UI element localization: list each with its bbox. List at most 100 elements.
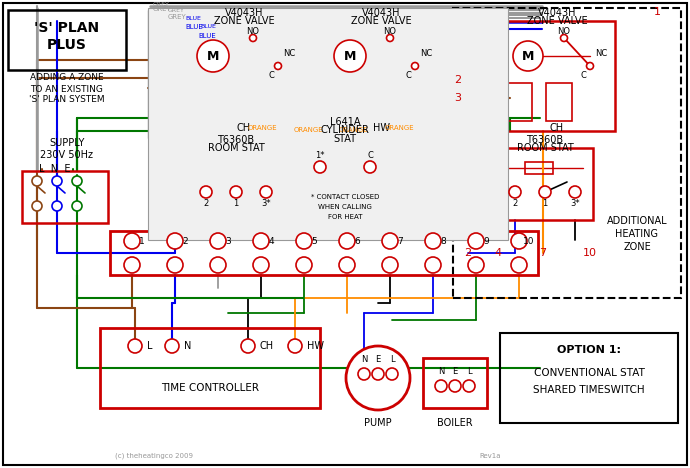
Bar	[497, 148, 593, 220]
Circle shape	[210, 257, 226, 273]
Text: ORANGE: ORANGE	[385, 125, 415, 131]
Text: M: M	[207, 50, 219, 63]
Text: ZONE VALVE: ZONE VALVE	[526, 16, 587, 26]
Bar	[183, 21, 305, 131]
Text: L: L	[390, 356, 394, 365]
Text: NO: NO	[558, 27, 571, 36]
Circle shape	[52, 201, 62, 211]
Text: CH: CH	[260, 341, 274, 351]
Text: L: L	[466, 367, 471, 376]
Text: 1*: 1*	[315, 151, 325, 160]
Circle shape	[449, 380, 461, 392]
Text: 10: 10	[523, 236, 535, 246]
Text: 3*: 3*	[262, 199, 270, 209]
Text: Rev1a: Rev1a	[480, 453, 501, 459]
Text: ADDING A ZONE: ADDING A ZONE	[30, 73, 104, 82]
Text: OPTION 1:: OPTION 1:	[557, 345, 621, 355]
Text: PLUS: PLUS	[47, 38, 87, 52]
Text: E: E	[375, 356, 381, 365]
Circle shape	[314, 161, 326, 173]
Circle shape	[200, 186, 212, 198]
Text: HEATING: HEATING	[615, 229, 658, 239]
Text: NC: NC	[420, 49, 432, 58]
Text: L: L	[147, 341, 152, 351]
Text: ADDITIONAL: ADDITIONAL	[607, 216, 667, 226]
Text: N: N	[184, 341, 191, 351]
Bar	[100, 328, 320, 408]
Text: NC: NC	[283, 49, 295, 58]
Text: 5: 5	[311, 236, 317, 246]
Bar	[148, 8, 508, 240]
Circle shape	[468, 257, 484, 273]
Circle shape	[511, 233, 527, 249]
Text: T6360B: T6360B	[526, 135, 564, 145]
Text: C: C	[268, 72, 274, 80]
Text: C: C	[405, 72, 411, 80]
Circle shape	[425, 233, 441, 249]
Text: SHARED TIMESWITCH: SHARED TIMESWITCH	[533, 385, 645, 395]
Circle shape	[275, 63, 282, 70]
Bar	[328, 83, 356, 121]
Text: FOR HEAT: FOR HEAT	[328, 214, 362, 220]
Circle shape	[128, 339, 142, 353]
Circle shape	[586, 63, 593, 70]
Circle shape	[339, 257, 355, 273]
Circle shape	[124, 257, 140, 273]
Text: CONVENTIONAL STAT: CONVENTIONAL STAT	[533, 368, 644, 378]
Circle shape	[241, 339, 255, 353]
Circle shape	[167, 257, 183, 273]
Bar	[423, 358, 487, 408]
Text: 3: 3	[455, 93, 462, 103]
Text: TIME CONTROLLER: TIME CONTROLLER	[161, 383, 259, 393]
Circle shape	[32, 176, 42, 186]
Text: ZONE: ZONE	[623, 242, 651, 252]
Text: CYLINDER: CYLINDER	[321, 125, 369, 135]
Bar	[233, 83, 261, 121]
Bar	[320, 21, 442, 131]
Circle shape	[346, 346, 410, 410]
Circle shape	[253, 233, 269, 249]
Text: WHEN CALLING: WHEN CALLING	[318, 204, 372, 210]
Text: 3: 3	[225, 236, 231, 246]
Text: BLUE: BLUE	[185, 24, 203, 30]
Circle shape	[382, 233, 398, 249]
Text: PUMP: PUMP	[364, 418, 392, 428]
Circle shape	[334, 40, 366, 72]
Text: C: C	[367, 151, 373, 160]
Circle shape	[253, 257, 269, 273]
Text: STAT: STAT	[333, 134, 357, 144]
Text: M: M	[522, 50, 534, 63]
Text: 2: 2	[204, 199, 208, 209]
Circle shape	[296, 257, 312, 273]
Text: 10: 10	[583, 248, 597, 258]
Circle shape	[32, 201, 42, 211]
Circle shape	[382, 257, 398, 273]
Bar	[546, 83, 572, 121]
Circle shape	[72, 176, 82, 186]
Circle shape	[165, 339, 179, 353]
Bar	[191, 83, 219, 121]
Text: * CONTACT CLOSED: * CONTACT CLOSED	[310, 194, 380, 200]
Text: 1: 1	[542, 199, 548, 209]
Bar	[453, 8, 681, 298]
Text: CH: CH	[237, 123, 251, 133]
Text: 2: 2	[464, 248, 471, 258]
Text: 2: 2	[455, 75, 462, 85]
Text: CH: CH	[550, 123, 564, 133]
Text: ORANGE: ORANGE	[293, 127, 323, 133]
Circle shape	[569, 186, 581, 198]
Bar	[500, 333, 678, 423]
Text: V4043H: V4043H	[538, 8, 576, 18]
Text: E: E	[453, 367, 457, 376]
Text: GREY: GREY	[153, 1, 170, 7]
Text: V4043H: V4043H	[362, 8, 400, 18]
Circle shape	[386, 368, 398, 380]
Text: 1: 1	[653, 7, 660, 17]
Text: 7: 7	[540, 248, 546, 258]
Text: ROOM STAT: ROOM STAT	[517, 143, 573, 153]
Circle shape	[364, 161, 376, 173]
Text: TO AN EXISTING: TO AN EXISTING	[30, 85, 104, 94]
Text: N: N	[438, 367, 444, 376]
Circle shape	[425, 257, 441, 273]
Bar	[216, 162, 244, 174]
